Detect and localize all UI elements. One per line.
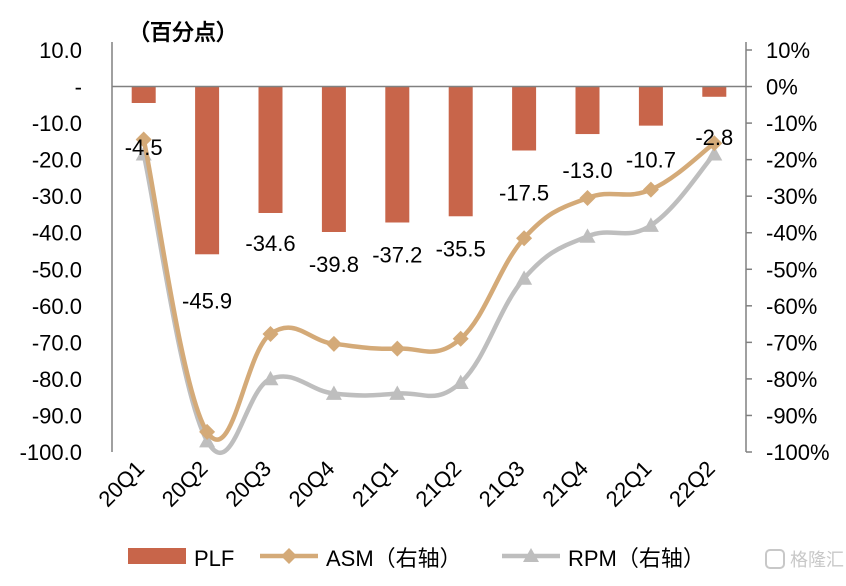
y-right-tick-label: -60%	[766, 294, 817, 319]
y-left-tick-label: -70.0	[32, 330, 82, 355]
rpm-point	[262, 370, 279, 386]
y-left-tick-label: -10.0	[32, 111, 82, 136]
bar-data-label: -35.5	[436, 236, 486, 261]
rpm-point	[579, 228, 596, 243]
y-left-tick-label: -100.0	[20, 440, 82, 465]
legend-marker-rpm	[523, 548, 539, 562]
rpm-point	[516, 270, 533, 285]
x-tick-label: 21Q3	[474, 456, 530, 512]
y-right-tick-label: -80%	[766, 367, 817, 392]
bar-data-label: -10.7	[626, 148, 676, 173]
asm-point	[579, 190, 596, 207]
legend-marker-asm	[281, 548, 297, 564]
y-left-tick-label: -	[75, 75, 82, 100]
y-left-tick-label: -20.0	[32, 148, 82, 173]
asm-point	[262, 325, 279, 342]
y-left-tick-label: -60.0	[32, 294, 82, 319]
rpm-point	[389, 385, 406, 400]
rpm-point	[642, 217, 659, 232]
asm-point	[642, 181, 659, 198]
asm-point	[706, 135, 723, 152]
watermark-logo-icon	[765, 549, 785, 569]
x-tick-label: 21Q2	[410, 456, 466, 512]
bar-data-label: -39.8	[309, 252, 359, 277]
y-left-tick-label: -30.0	[32, 184, 82, 209]
chart-legend: PLF ASM（右轴） RPM（右轴）	[128, 546, 705, 571]
y-right-tick-label: -40%	[766, 221, 817, 246]
y-right-tick-label: -10%	[766, 111, 817, 136]
bar-plf	[575, 86, 600, 135]
x-tick-label: 20Q3	[220, 456, 276, 512]
bar-plf	[195, 86, 220, 255]
legend-label-rpm: RPM（右轴）	[568, 546, 705, 571]
bar-data-label: -13.0	[562, 158, 612, 183]
y-left-tick-label: -80.0	[32, 367, 82, 392]
x-tick-label: 20Q4	[284, 456, 340, 512]
y-right-tick-label: -90%	[766, 403, 817, 428]
asm-point	[325, 335, 342, 352]
bar-plf	[385, 86, 410, 223]
x-tick-label: 20Q1	[93, 456, 149, 512]
bar-data-label: -17.5	[499, 181, 549, 206]
y-left-tick-label: -50.0	[32, 257, 82, 282]
asm-point	[516, 230, 533, 247]
asm-point	[452, 330, 469, 347]
bar-plf	[258, 86, 283, 213]
bar-plf	[512, 86, 537, 151]
axes-group: 10.0 - -10.0 -20.0 -30.0 -40.0 -50.0 -60.0 -70.0…	[20, 38, 830, 512]
bar-data-label: -37.2	[372, 242, 422, 267]
line-series-rpm	[135, 146, 723, 455]
rpm-point	[706, 146, 723, 161]
y-right-tick-label: 0%	[766, 75, 798, 100]
bar-plf	[702, 86, 727, 97]
y-right-tick-label: -70%	[766, 330, 817, 355]
x-tick-label: 21Q4	[537, 456, 593, 512]
line-series-group	[135, 131, 723, 455]
rpm-point	[452, 374, 469, 389]
x-tick-label: 20Q2	[157, 456, 213, 512]
bar-data-label: -34.6	[245, 231, 295, 256]
bar-plf	[131, 86, 156, 103]
legend-label-asm: ASM（右轴）	[326, 546, 462, 571]
y-right-tick-label: -30%	[766, 184, 817, 209]
y-left-tick-label: -40.0	[32, 221, 82, 246]
bar-data-label: -2.8	[695, 125, 733, 150]
y-right-tick-label: -20%	[766, 148, 817, 173]
x-tick-label: 22Q1	[601, 456, 657, 512]
y-right-tick-label: -100%	[766, 440, 830, 465]
bar-series-plf	[131, 86, 727, 255]
legend-label-plf: PLF	[194, 546, 234, 571]
asm-point	[135, 131, 152, 148]
y-right-tick-label: 10%	[766, 38, 810, 63]
line-series-asm	[135, 131, 723, 442]
bar-data-label: -45.9	[182, 288, 232, 313]
bar-data-labels: -4.5-45.9-34.6-39.8 -37.2 -35.5-17.5-13.0-…	[125, 125, 734, 314]
y-right-tick-label: -50%	[766, 257, 817, 282]
asm-point	[389, 340, 406, 357]
watermark-text: 格隆汇	[790, 550, 844, 570]
rpm-point	[199, 433, 216, 448]
unit-label: （百分点）	[128, 20, 238, 45]
y-left-tick-label: -90.0	[32, 403, 82, 428]
x-tick-label: 21Q1	[347, 456, 403, 512]
bar-plf	[321, 86, 346, 232]
bar-plf	[638, 86, 663, 126]
bar-data-label: -4.5	[125, 135, 163, 160]
legend-swatch-plf	[128, 548, 186, 564]
watermark: 格隆汇	[765, 549, 844, 570]
bar-plf	[448, 86, 473, 217]
y-left-tick-label: 10.0	[39, 38, 82, 63]
x-tick-label: 22Q2	[664, 456, 720, 512]
rpm-point	[325, 385, 342, 400]
asm-point	[199, 423, 216, 440]
